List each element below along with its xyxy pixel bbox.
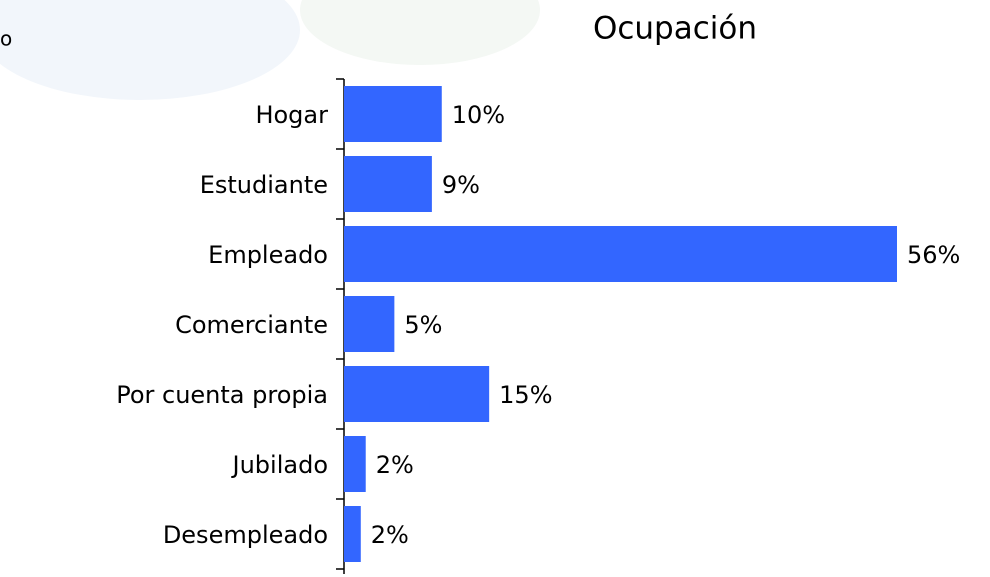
y-tick-label: Por cuenta propia <box>116 381 328 409</box>
value-label: 56% <box>907 241 960 269</box>
bar <box>344 366 490 422</box>
value-label: 2% <box>371 521 409 549</box>
y-tick-label: Empleado <box>208 241 328 269</box>
bar <box>344 296 395 352</box>
value-label: 10% <box>452 101 505 129</box>
background-shape <box>0 0 300 100</box>
y-tick-label: Hogar <box>255 101 328 129</box>
bar <box>344 156 432 212</box>
y-tick-label: Comerciante <box>175 311 328 339</box>
background-shape <box>300 0 540 65</box>
value-label: 9% <box>442 171 480 199</box>
bar <box>344 226 897 282</box>
y-tick-label: Desempleado <box>163 521 328 549</box>
bar <box>344 506 361 562</box>
corner-text: o <box>0 27 12 51</box>
value-label: 5% <box>404 311 442 339</box>
bar <box>344 86 442 142</box>
value-label: 2% <box>376 451 414 479</box>
y-tick-label: Estudiante <box>200 171 328 199</box>
bar <box>344 436 366 492</box>
y-tick-label: Jubilado <box>231 451 328 479</box>
value-label: 15% <box>499 381 552 409</box>
chart-title: Ocupación <box>593 11 757 47</box>
